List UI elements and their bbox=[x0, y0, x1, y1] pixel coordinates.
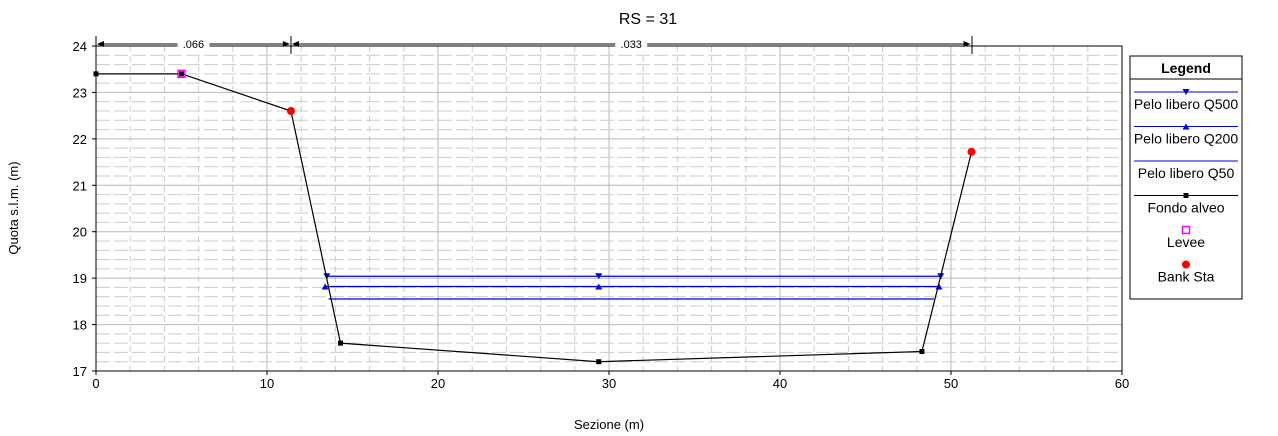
y-axis-title: Quota s.l.m. (m) bbox=[6, 161, 21, 254]
legend-title: Legend bbox=[1161, 60, 1211, 76]
series-pelo-libero-q200 bbox=[321, 283, 943, 290]
roughness-label-bg bbox=[177, 37, 210, 51]
data-point bbox=[596, 359, 602, 365]
x-tick-label: 30 bbox=[602, 376, 616, 391]
data-point bbox=[93, 71, 99, 77]
roughness-label: .066 bbox=[183, 39, 204, 51]
data-point bbox=[967, 147, 976, 156]
roughness-annotations: .066 .033 bbox=[95, 36, 973, 54]
data-point bbox=[919, 349, 925, 354]
series-line bbox=[96, 73, 973, 363]
legend-marker bbox=[1183, 193, 1189, 198]
legend-marker bbox=[1181, 225, 1191, 235]
data-point bbox=[321, 283, 329, 290]
legend-marker bbox=[1182, 89, 1190, 95]
legend: Legend Pelo libero Q500 Pelo libero Q200 Pe… bbox=[1129, 55, 1243, 300]
series-levee bbox=[177, 69, 186, 79]
y-tick-label: 17 bbox=[73, 364, 87, 379]
series-layer bbox=[93, 69, 976, 365]
legend-marker bbox=[1182, 123, 1190, 130]
series-fondo-alveo bbox=[93, 71, 973, 365]
legend-label: Levee bbox=[1167, 234, 1205, 250]
y-tick-label: 21 bbox=[73, 178, 87, 193]
y-tick-label: 23 bbox=[73, 85, 87, 100]
axes: 0 10 20 30 40 50 60 17 18 19 20 21 22 23 24 bbox=[73, 39, 1130, 391]
data-point bbox=[595, 273, 603, 280]
x-tick-label: 0 bbox=[92, 376, 99, 391]
roughness-arrowhead-left bbox=[291, 41, 299, 47]
legend-label: Bank Sta bbox=[1158, 269, 1215, 285]
data-point bbox=[177, 69, 186, 79]
roughness-label: .033 bbox=[621, 39, 642, 51]
grid bbox=[96, 46, 1122, 371]
x-tick-label: 60 bbox=[1115, 376, 1129, 391]
data-point bbox=[595, 283, 603, 290]
x-tick-label: 40 bbox=[773, 376, 787, 391]
series-bank-sta bbox=[286, 107, 976, 156]
legend-label: Fondo alveo bbox=[1147, 200, 1224, 216]
data-point bbox=[286, 107, 295, 115]
legend-label: Pelo libero Q500 bbox=[1134, 96, 1239, 112]
data-point bbox=[338, 340, 344, 346]
data-point bbox=[179, 71, 184, 77]
legend-label: Pelo libero Q200 bbox=[1134, 131, 1239, 147]
x-tick-label: 20 bbox=[431, 376, 445, 391]
y-tick-label: 22 bbox=[73, 132, 87, 147]
chart-title: RS = 31 bbox=[619, 11, 677, 28]
x-tick-label: 50 bbox=[944, 376, 958, 391]
x-tick-label: 10 bbox=[260, 376, 274, 391]
roughness-arrowhead-left bbox=[97, 41, 104, 47]
legend-label: Pelo libero Q50 bbox=[1138, 165, 1235, 181]
roughness-arrowhead-right bbox=[282, 41, 290, 47]
roughness-label-bg bbox=[615, 37, 648, 51]
roughness-arrowhead-right bbox=[963, 41, 971, 47]
y-tick-label: 24 bbox=[73, 39, 87, 54]
legend-box bbox=[1129, 55, 1243, 300]
y-tick-label: 18 bbox=[73, 318, 87, 333]
y-tick-label: 20 bbox=[73, 225, 87, 240]
y-tick-label: 19 bbox=[73, 271, 87, 286]
legend-marker bbox=[1182, 260, 1190, 269]
x-axis-title: Sezione (m) bbox=[574, 417, 644, 432]
